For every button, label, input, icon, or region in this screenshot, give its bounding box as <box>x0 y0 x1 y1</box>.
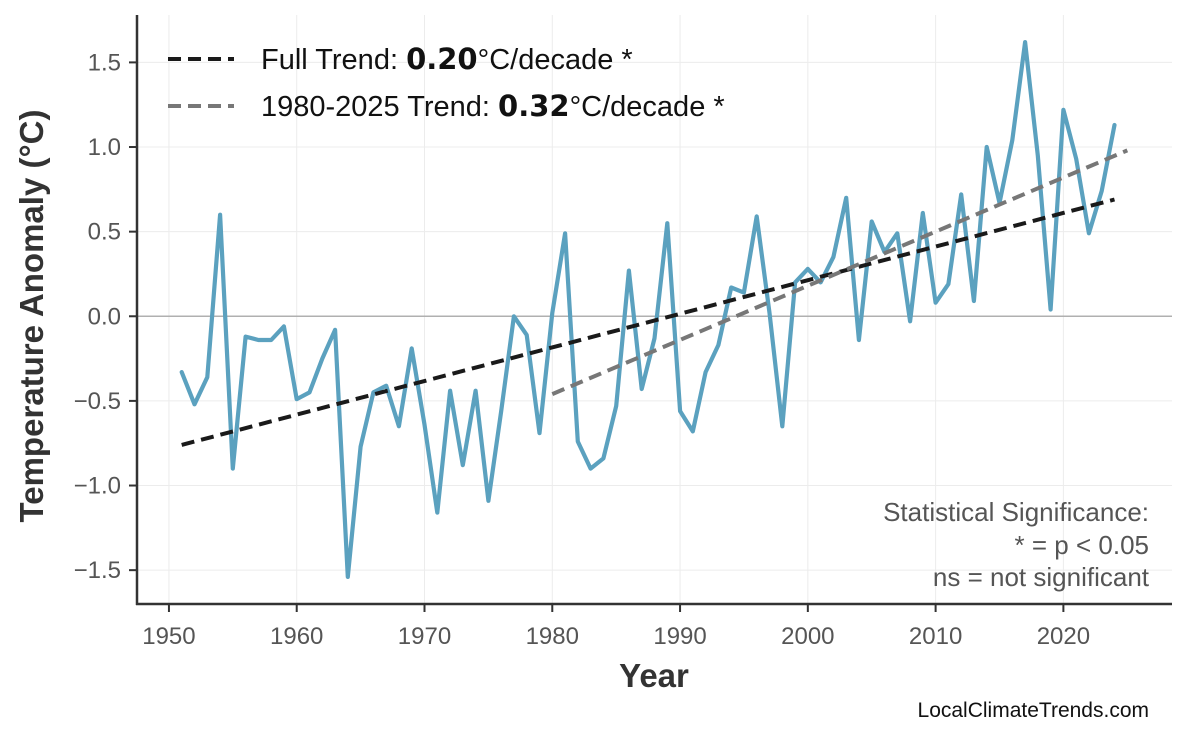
legend-suffix-recent-trend: °C/decade * <box>570 91 725 123</box>
y-tick-label-0.5: 0.5 <box>88 219 121 246</box>
x-tick-label-1960: 1960 <box>270 623 323 650</box>
x-tick-label-1950: 1950 <box>142 623 195 650</box>
legend: Full Trend: 0.20°C/decade * 1980-2025 Tr… <box>168 42 725 123</box>
legend-suffix-full-trend: °C/decade * <box>478 44 633 76</box>
y-tick-label-0: 0.0 <box>88 303 121 330</box>
legend-value-full-trend: 0.20 <box>406 42 478 76</box>
x-tick-label-2020: 2020 <box>1037 623 1090 650</box>
y-ticks: −1.5 −1.0 −0.5 0.0 0.5 1.0 1.5 <box>74 49 137 584</box>
y-tick-label-1.5: 1.5 <box>88 49 121 76</box>
y-tick-label--0.5: −0.5 <box>74 388 121 415</box>
source-credit: LocalClimateTrends.com <box>918 699 1149 722</box>
x-tick-label-1990: 1990 <box>653 623 706 650</box>
y-tick-label-1: 1.0 <box>88 134 121 161</box>
y-tick-label--1: −1.0 <box>74 473 121 500</box>
legend-prefix-full-trend: Full Trend: <box>261 44 406 76</box>
x-tick-label-1980: 1980 <box>526 623 579 650</box>
y-axis-title: Temperature Anomaly (°C) <box>13 110 50 523</box>
x-tick-label-2000: 2000 <box>781 623 834 650</box>
significance-note-ns: ns = not significant <box>933 562 1150 592</box>
x-tick-label-2010: 2010 <box>909 623 962 650</box>
significance-note-star: * = p < 0.05 <box>1015 530 1149 560</box>
y-tick-label--1.5: −1.5 <box>74 557 121 584</box>
x-ticks: 1950 1960 1970 1980 1990 2000 2010 2020 <box>142 604 1090 650</box>
x-axis-title: Year <box>619 657 689 694</box>
series-annual-anomaly-line <box>179 39 1117 580</box>
legend-value-recent-trend: 0.32 <box>498 89 570 123</box>
axes <box>135 15 1172 606</box>
series-full-trend-line <box>181 197 1116 447</box>
legend-label-full-trend: Full Trend: 0.20°C/decade * <box>261 42 633 76</box>
series-recent-trend-line <box>551 148 1129 396</box>
legend-label-recent-trend: 1980-2025 Trend: 0.32°C/decade * <box>261 89 725 123</box>
series-layer <box>179 39 1129 580</box>
significance-note: Statistical Significance: * = p < 0.05 n… <box>883 497 1150 592</box>
significance-note-title: Statistical Significance: <box>883 497 1149 527</box>
x-tick-label-1970: 1970 <box>398 623 451 650</box>
legend-prefix-recent-trend: 1980-2025 Trend: <box>261 91 498 123</box>
